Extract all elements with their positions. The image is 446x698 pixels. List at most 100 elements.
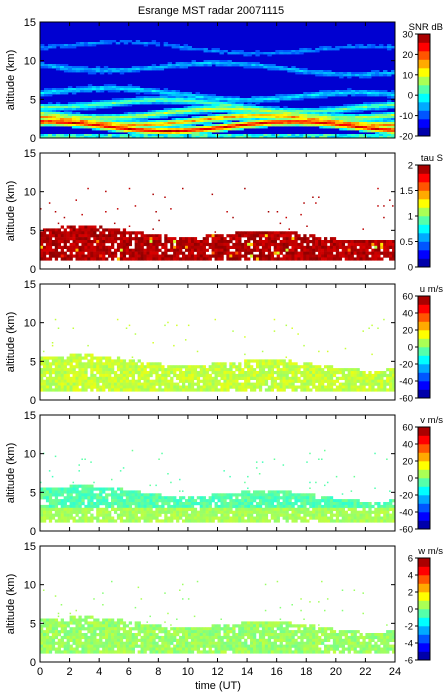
data-cell (70, 243, 73, 246)
data-cell (155, 252, 158, 255)
data-cell (253, 374, 256, 377)
data-cell (206, 517, 209, 520)
data-cell (144, 502, 147, 505)
snr-cell (223, 110, 227, 112)
data-cell (194, 514, 197, 517)
data-cell (327, 374, 330, 377)
data-cell (220, 388, 223, 391)
data-cell (300, 255, 303, 258)
data-cell (170, 383, 173, 386)
scatter-pixel (73, 482, 75, 484)
data-cell (371, 255, 374, 258)
data-cell (132, 514, 135, 517)
data-cell (138, 493, 141, 496)
data-cell (197, 365, 200, 368)
data-cell (90, 246, 93, 249)
colorbar-segment (418, 242, 430, 251)
data-cell (294, 234, 297, 237)
data-cell (58, 377, 61, 380)
data-cell (250, 368, 253, 371)
data-cell (357, 243, 360, 246)
data-cell (238, 517, 241, 520)
snr-cell (124, 104, 128, 106)
snr-cell (84, 90, 88, 92)
data-cell (259, 380, 262, 383)
data-cell (96, 357, 99, 360)
data-cell (76, 383, 79, 386)
data-cell (194, 519, 197, 522)
colorbar-tick-label: 20 (402, 50, 413, 61)
data-cell (315, 365, 318, 368)
data-cell (49, 365, 52, 368)
data-cell (244, 383, 247, 386)
data-cell (312, 252, 315, 255)
snr-cell (371, 74, 375, 76)
data-cell (96, 237, 99, 240)
data-cell (49, 246, 52, 249)
data-cell (138, 249, 141, 252)
data-cell (61, 359, 64, 362)
data-cell (141, 383, 144, 386)
data-cell (155, 234, 158, 237)
scatter-pixel (277, 211, 279, 213)
data-cell (149, 502, 152, 505)
data-cell (78, 380, 81, 383)
data-cell (215, 505, 218, 508)
data-cell (120, 496, 123, 499)
data-cell (49, 257, 52, 260)
data-cell (96, 234, 99, 237)
data-cell (241, 490, 244, 493)
data-cell (194, 365, 197, 368)
data-cell (58, 508, 61, 511)
data-cell (102, 511, 105, 514)
data-cell (99, 237, 102, 240)
data-cell (321, 386, 324, 389)
data-cell (149, 255, 152, 258)
data-cell (259, 365, 262, 368)
snr-cell (303, 96, 307, 98)
data-cell (161, 255, 164, 258)
data-cell (203, 365, 206, 368)
data-cell (386, 243, 389, 246)
data-cell (108, 517, 111, 520)
data-cell (297, 243, 300, 246)
data-cell (250, 374, 253, 377)
data-cell (203, 368, 206, 371)
data-cell (81, 514, 84, 517)
data-cell (226, 511, 229, 514)
data-cell (93, 231, 96, 234)
data-cell (268, 368, 271, 371)
data-cell (58, 243, 61, 246)
data-cell (215, 365, 218, 368)
data-cell (111, 383, 114, 386)
data-cell (78, 231, 81, 234)
data-cell (220, 249, 223, 252)
data-cell (241, 496, 244, 499)
snr-cell (371, 108, 375, 110)
data-cell (238, 371, 241, 374)
data-cell (73, 386, 76, 389)
data-cell (78, 234, 81, 237)
data-cell (55, 243, 58, 246)
data-cell (129, 249, 132, 252)
scatter-pixel (303, 202, 305, 204)
snr-cell (343, 46, 347, 48)
data-cell (105, 517, 108, 520)
snr-cell (271, 68, 275, 70)
snr-cell (112, 70, 116, 72)
data-cell (158, 243, 161, 246)
data-cell (179, 377, 182, 380)
data-cell (194, 246, 197, 249)
data-cell (90, 499, 93, 502)
scatter-pixel (78, 464, 80, 466)
data-cell (238, 519, 241, 522)
data-cell (286, 362, 289, 365)
data-cell (312, 374, 315, 377)
data-cell (200, 374, 203, 377)
data-cell (220, 362, 223, 365)
snr-cell (243, 66, 247, 68)
tau-image (40, 188, 395, 261)
data-cell (84, 228, 87, 231)
data-cell (141, 505, 144, 508)
